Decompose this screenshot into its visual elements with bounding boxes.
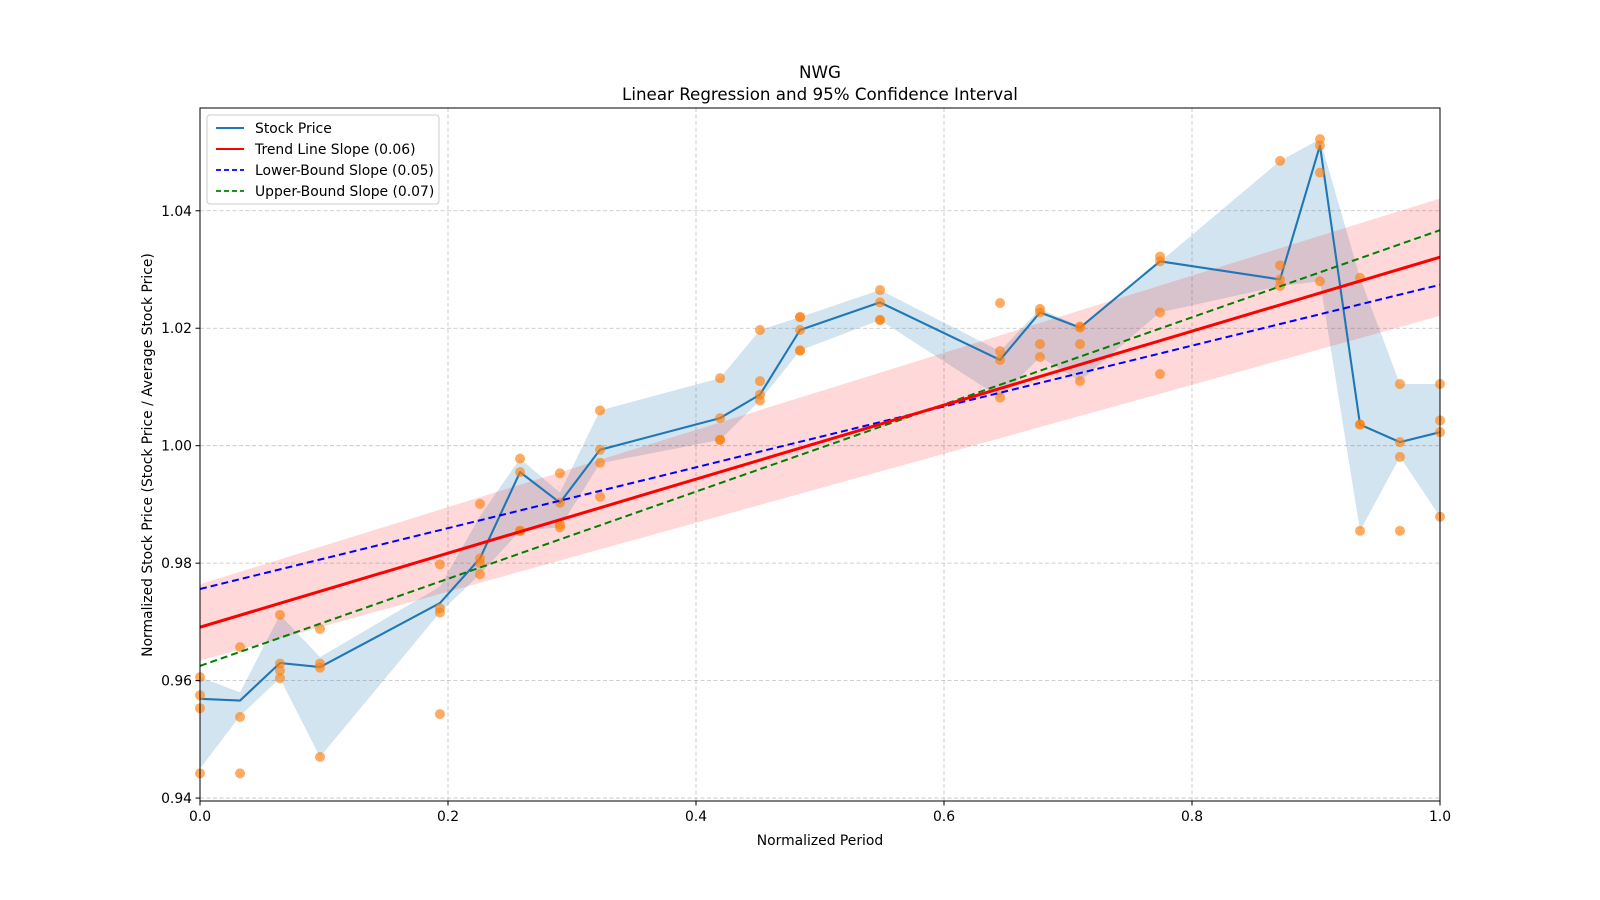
scatter-point: [1355, 525, 1366, 536]
axes-frame: [199, 107, 1441, 802]
scatter-point: [1314, 167, 1325, 178]
scatter-point: [554, 522, 565, 533]
scatter-point: [715, 434, 726, 445]
scatter-point: [754, 395, 765, 406]
scatter-point: [1394, 525, 1405, 536]
stock-price-band-area: [200, 139, 1440, 769]
legend-box: [206, 114, 440, 205]
scatter-point: [274, 658, 285, 669]
scatter-point: [1075, 339, 1086, 350]
scatter-point: [795, 345, 806, 356]
scatter-point: [1275, 260, 1286, 271]
scatter-point: [875, 297, 886, 308]
legend-label: Lower-Bound Slope (0.05): [255, 163, 434, 179]
scatter-point: [1394, 437, 1405, 448]
scatter-point: [995, 354, 1006, 365]
x-axis-ticks: 0.0 0.2 0.4 0.6 0.8 1.0: [189, 801, 1451, 825]
scatter-point: [434, 709, 445, 720]
scatter-point: [875, 315, 886, 326]
scatter-point: [595, 491, 606, 502]
scatter-point: [754, 324, 765, 335]
y-tick-label: 1.04: [161, 204, 192, 220]
x-tick-label: 0.4: [685, 809, 707, 825]
scatter-point: [1075, 376, 1086, 387]
scatter-point: [434, 559, 445, 570]
y-tick-label: 1.00: [161, 439, 192, 455]
scatter-point: [315, 623, 326, 634]
upper-bound-line: [199, 229, 1441, 667]
scatter-point: [274, 665, 285, 676]
lower-bound-line: [199, 283, 1441, 590]
x-tick-label: 0.0: [189, 809, 211, 825]
scatter-point: [795, 324, 806, 335]
scatter-point: [995, 346, 1006, 357]
chart-subtitle: Linear Regression and 95% Confidence Int…: [622, 84, 1018, 104]
y-tick-label: 1.02: [161, 321, 192, 337]
scatter-point: [1034, 339, 1045, 350]
scatter-point: [595, 444, 606, 455]
scatter-point: [315, 662, 326, 673]
scatter-point: [1314, 276, 1325, 287]
scatter-point: [1155, 256, 1166, 267]
legend-label: Trend Line Slope (0.06): [254, 142, 416, 158]
x-tick-label: 0.8: [1181, 809, 1203, 825]
regression-lines: [199, 229, 1441, 667]
scatter-point: [1155, 307, 1166, 318]
scatter-point: [754, 376, 765, 387]
x-tick-label: 1.0: [1429, 809, 1451, 825]
scatter-point: [1034, 352, 1045, 363]
scatter-point: [875, 285, 886, 296]
scatter-point: [1034, 307, 1045, 318]
scatter-point: [474, 569, 485, 580]
scatter-point: [1075, 322, 1086, 333]
y-tick-label: 0.96: [161, 674, 192, 690]
stock-price-line: [199, 144, 1441, 702]
scatter-point: [715, 373, 726, 384]
scatter-point: [1355, 419, 1366, 430]
x-axis-label: Normalized Period: [757, 833, 884, 849]
scatter-point: [434, 607, 445, 618]
stock-price-line-group: [199, 144, 1441, 702]
y-axis-ticks: 0.94 0.96 0.98 1.00 1.02 1.04: [161, 204, 200, 807]
scatter-point: [595, 457, 606, 468]
stock-price-confidence-band: [200, 139, 1440, 769]
trend-confidence-band: [200, 198, 1440, 661]
scatter-point: [515, 467, 526, 478]
scatter-point: [274, 673, 285, 684]
legend-label: Upper-Bound Slope (0.07): [255, 184, 434, 200]
scatter-point: [554, 468, 565, 479]
scatter-point: [515, 453, 526, 464]
scatter-point: [235, 712, 246, 723]
scatter-point: [474, 498, 485, 509]
scatter-point: [235, 642, 246, 653]
scatter-point: [1155, 369, 1166, 380]
y-tick-label: 0.98: [161, 556, 192, 572]
scatter-point: [274, 609, 285, 620]
scatter-point: [1394, 379, 1405, 390]
y-tick-label: 0.94: [161, 791, 192, 807]
scatter-point: [995, 297, 1006, 308]
legend: Stock Price Trend Line Slope (0.06) Lower-…: [206, 114, 440, 205]
scatter-point: [554, 497, 565, 508]
scatter-point: [595, 405, 606, 416]
scatter-point: [315, 751, 326, 762]
chart-title: NWG: [799, 62, 841, 82]
scatter-point: [1394, 451, 1405, 462]
x-tick-label: 0.6: [933, 809, 955, 825]
y-axis-label: Normalized Stock Price (Stock Price / Av…: [140, 253, 156, 657]
scatter-point: [995, 392, 1006, 403]
observations-scatter: [195, 134, 1445, 779]
scatter-point: [795, 312, 806, 323]
scatter-point: [715, 413, 726, 424]
x-tick-label: 0.2: [437, 809, 459, 825]
legend-label: Stock Price: [255, 121, 332, 137]
scatter-point: [1275, 155, 1286, 166]
scatter-point: [1314, 140, 1325, 151]
scatter-point: [235, 768, 246, 779]
trend-line: [199, 255, 1441, 629]
trend-band-area: [200, 198, 1440, 661]
